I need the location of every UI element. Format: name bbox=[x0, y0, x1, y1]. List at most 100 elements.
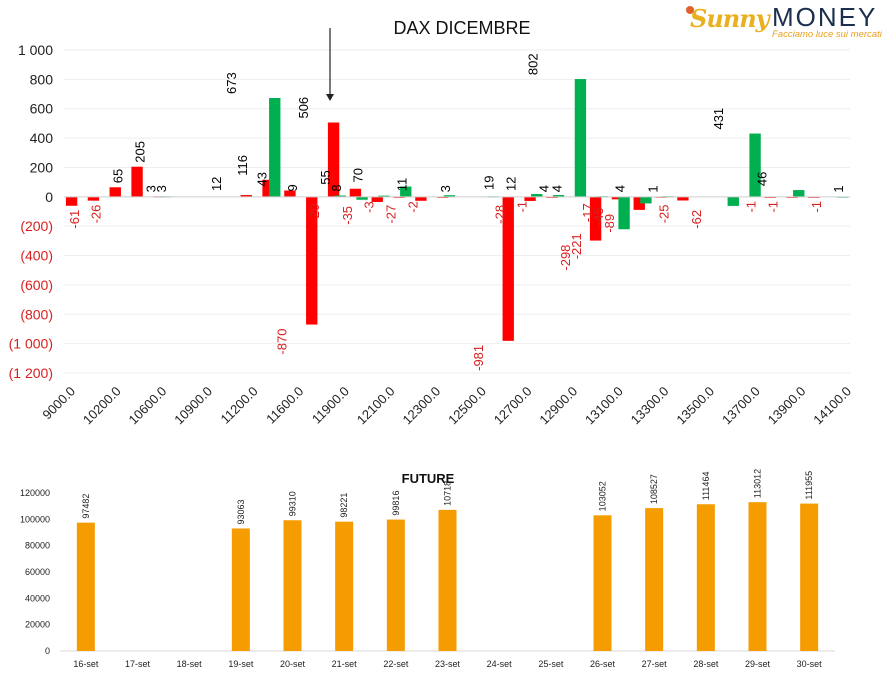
bottom-x-tick-label: 22-set bbox=[383, 659, 409, 669]
top-bar-green bbox=[727, 196, 739, 206]
top-data-label: 55 bbox=[318, 170, 333, 184]
bottom-bar bbox=[645, 508, 664, 651]
bottom-data-label: 98221 bbox=[339, 493, 349, 518]
bottom-data-label: 99816 bbox=[391, 491, 401, 516]
top-bar-red bbox=[502, 196, 514, 341]
top-y-tick-label: (800) bbox=[20, 306, 53, 322]
top-data-label: -1 bbox=[766, 201, 781, 213]
bottom-data-label: 99310 bbox=[288, 491, 298, 516]
top-y-tick-label: 800 bbox=[30, 71, 54, 87]
bottom-bar bbox=[800, 503, 819, 651]
top-data-label: -221 bbox=[569, 233, 584, 259]
bottom-data-label: 108527 bbox=[649, 474, 659, 504]
top-bar-red bbox=[677, 196, 689, 201]
bottom-x-tick-label: 16-set bbox=[73, 659, 99, 669]
bottom-bar bbox=[231, 528, 250, 651]
bottom-y-tick-label: 100000 bbox=[20, 514, 50, 524]
bottom-x-tick-label: 20-set bbox=[280, 659, 306, 669]
top-data-label: 4 bbox=[536, 185, 551, 192]
logo-brand-money: MONEY bbox=[772, 2, 878, 32]
top-y-tick-label: (200) bbox=[20, 218, 53, 234]
bottom-bar bbox=[76, 522, 95, 651]
top-data-label: 802 bbox=[525, 53, 540, 75]
top-data-label: 673 bbox=[224, 72, 239, 94]
top-x-tick-label: 14100.0 bbox=[810, 384, 854, 428]
top-data-label: -870 bbox=[274, 329, 289, 355]
bottom-chart-title: FUTURE bbox=[402, 471, 455, 486]
bottom-x-tick-label: 25-set bbox=[538, 659, 564, 669]
bottom-x-tick-label: 24-set bbox=[487, 659, 513, 669]
top-y-tick-label: (1 200) bbox=[9, 365, 53, 381]
top-data-label: -27 bbox=[384, 205, 399, 224]
top-bar-red bbox=[611, 196, 624, 200]
top-bar-red bbox=[415, 196, 427, 201]
top-y-tick-label: 200 bbox=[30, 159, 54, 175]
top-bar-red bbox=[284, 190, 296, 197]
top-data-label: 3 bbox=[154, 185, 169, 192]
top-x-tick-label: 10900.0 bbox=[171, 384, 215, 428]
sun-icon bbox=[686, 6, 694, 14]
top-x-tick-label: 12100.0 bbox=[354, 384, 398, 428]
top-data-label: 431 bbox=[711, 108, 726, 130]
top-x-tick-label: 12500.0 bbox=[445, 384, 489, 428]
top-data-label: -62 bbox=[689, 210, 704, 229]
top-data-label: 3 bbox=[143, 185, 158, 192]
bottom-bar bbox=[335, 521, 354, 651]
top-bar-green bbox=[531, 194, 543, 197]
top-bar-green bbox=[356, 196, 368, 200]
top-x-tick-label: 13500.0 bbox=[673, 384, 717, 428]
top-x-tick-label: 11600.0 bbox=[263, 384, 306, 427]
bottom-bar bbox=[696, 504, 715, 651]
bottom-data-label: 111955 bbox=[804, 471, 814, 500]
top-data-label: -45 bbox=[591, 207, 606, 226]
top-chart-title: DAX DICEMBRE bbox=[393, 18, 530, 38]
top-x-tick-label: 13300.0 bbox=[628, 384, 672, 428]
top-data-label: 46 bbox=[755, 172, 770, 186]
top-data-label: 1 bbox=[646, 185, 661, 192]
top-data-label: 65 bbox=[111, 169, 126, 183]
top-data-label: 9 bbox=[285, 184, 300, 191]
top-bar-green bbox=[400, 186, 412, 197]
top-data-label: 12 bbox=[504, 177, 519, 191]
top-bar-green bbox=[749, 133, 761, 197]
bottom-x-tick-label: 27-set bbox=[642, 659, 668, 669]
top-bar-green bbox=[378, 195, 390, 197]
top-bar-red bbox=[262, 179, 274, 197]
bottom-y-tick-label: 60000 bbox=[25, 567, 50, 577]
bottom-data-label: 93063 bbox=[236, 499, 246, 524]
logo-brand-sunny: Sunny bbox=[690, 4, 770, 33]
top-data-label: 506 bbox=[296, 97, 311, 119]
top-bar-red bbox=[65, 196, 78, 206]
top-y-tick-label: (1 000) bbox=[9, 336, 53, 352]
bottom-bar bbox=[748, 502, 767, 651]
bottom-x-tick-label: 29-set bbox=[745, 659, 771, 669]
top-data-label: -17 bbox=[580, 203, 595, 222]
top-y-tick-label: 600 bbox=[30, 101, 54, 117]
top-y-tick-label: (400) bbox=[20, 248, 53, 264]
top-data-label: 205 bbox=[132, 141, 147, 163]
bottom-y-tick-label: 80000 bbox=[25, 541, 50, 551]
top-bar-green bbox=[269, 98, 281, 197]
bottom-x-tick-label: 30-set bbox=[797, 659, 823, 669]
top-x-tick-label: 11900.0 bbox=[309, 384, 352, 427]
top-data-label: 8 bbox=[329, 184, 344, 191]
top-data-label: 12 bbox=[209, 177, 224, 191]
top-data-label: -89 bbox=[602, 214, 617, 233]
top-x-tick-label: 9000.0 bbox=[39, 384, 78, 423]
top-y-tick-label: 1 000 bbox=[18, 42, 53, 58]
top-bar-green bbox=[574, 79, 587, 197]
top-data-label: 43 bbox=[255, 172, 270, 186]
top-bar-red bbox=[524, 196, 536, 201]
bottom-x-tick-label: 18-set bbox=[177, 659, 203, 669]
top-bar-red bbox=[327, 122, 340, 197]
bottom-x-tick-label: 26-set bbox=[590, 659, 616, 669]
bottom-data-label: 97482 bbox=[81, 494, 91, 519]
top-x-tick-label: 13100.0 bbox=[582, 384, 626, 428]
top-bar-green bbox=[334, 195, 346, 197]
bottom-bar bbox=[593, 515, 612, 651]
top-x-tick-label: 12300.0 bbox=[399, 384, 443, 428]
top-bar-green bbox=[618, 196, 630, 230]
bottom-x-tick-label: 17-set bbox=[125, 659, 151, 669]
top-data-label: 70 bbox=[351, 168, 366, 182]
bottom-bar bbox=[438, 509, 457, 651]
